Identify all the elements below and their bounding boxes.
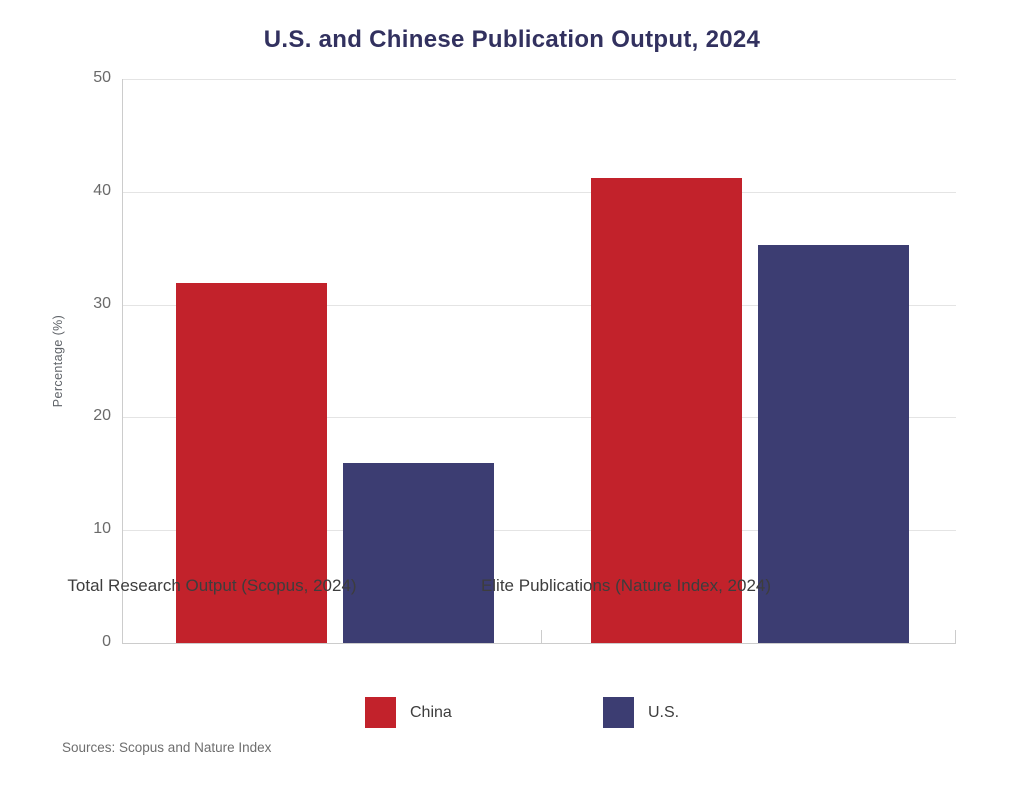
chart-title: U.S. and Chinese Publication Output, 202… <box>263 26 761 53</box>
axis-end-tick <box>955 630 956 643</box>
y-tick-label: 30 <box>93 294 111 312</box>
bar-china-0 <box>176 283 327 643</box>
legend-label-us: U.S. <box>648 703 680 721</box>
gridline <box>123 530 956 532</box>
legend-swatch-china <box>365 697 396 728</box>
bar-us-1 <box>757 244 909 643</box>
x-category-label: Total Research Output (Scopus, 2024) <box>67 576 357 595</box>
gridline <box>123 79 956 80</box>
gridline <box>123 191 956 193</box>
source-note: Sources: Scopus and Nature Index <box>62 740 272 755</box>
y-tick-label: 50 <box>93 69 111 86</box>
plot-area: Percentage (%) 0 10 20 30 40 50 <box>51 70 956 650</box>
legend-item-us: U.S. <box>603 697 679 728</box>
legend-item-china: China <box>365 697 452 728</box>
legend-label-china: China <box>410 703 452 721</box>
gridline <box>123 304 956 306</box>
bar-china-1 <box>590 178 742 643</box>
gridline <box>123 417 956 419</box>
y-tick-label: 20 <box>93 407 111 425</box>
y-tick-label: 0 <box>102 633 111 650</box>
group-divider-tick <box>541 630 542 643</box>
y-tick-label: 10 <box>93 520 111 538</box>
x-category-label: Elite Publications (Nature Index, 2024) <box>480 576 772 595</box>
legend-swatch-us <box>603 697 634 728</box>
y-axis-title: Percentage (%) <box>51 314 65 408</box>
bar-us-0 <box>343 462 494 643</box>
y-tick-label: 40 <box>93 181 111 199</box>
